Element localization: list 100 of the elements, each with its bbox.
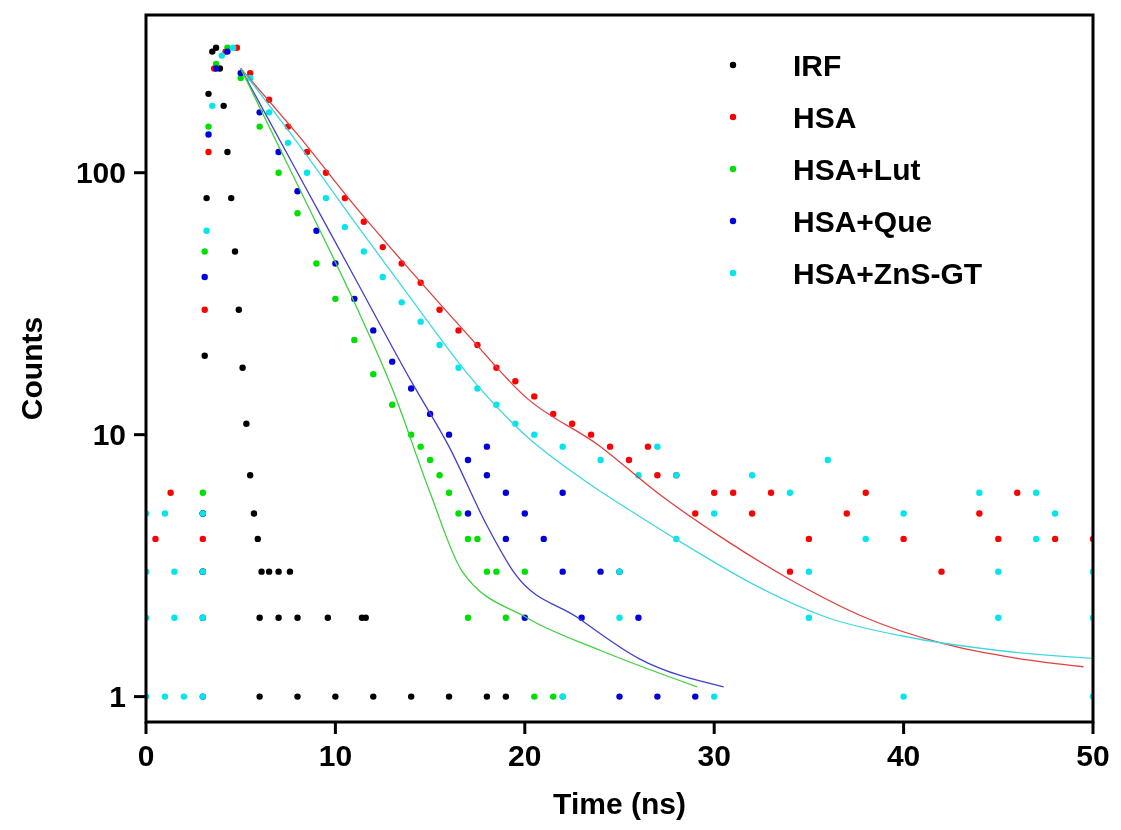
point <box>1051 535 1059 543</box>
point <box>464 614 472 621</box>
point <box>654 693 661 700</box>
point <box>550 410 557 418</box>
point <box>464 510 472 517</box>
y-tick-label: 100 <box>75 156 126 190</box>
point <box>616 693 623 700</box>
point <box>205 131 212 138</box>
point <box>455 510 462 517</box>
point <box>597 568 604 575</box>
y-tick-label: 10 <box>92 418 126 452</box>
point <box>786 568 794 575</box>
point <box>843 510 850 517</box>
legend-label: HSA+Lut <box>793 152 921 186</box>
point <box>224 148 231 156</box>
point <box>445 489 453 496</box>
point <box>294 188 301 195</box>
point <box>256 123 263 130</box>
point <box>201 273 208 281</box>
point <box>767 489 775 496</box>
point <box>729 489 737 496</box>
point <box>502 693 510 700</box>
point <box>900 535 907 543</box>
point <box>540 535 547 543</box>
point <box>644 443 652 450</box>
point <box>286 568 294 575</box>
point <box>231 248 239 255</box>
point <box>243 420 250 428</box>
point <box>407 693 415 700</box>
point <box>976 510 983 517</box>
point <box>239 364 246 371</box>
point <box>313 227 320 235</box>
point <box>559 489 566 496</box>
point <box>256 614 263 621</box>
point <box>407 385 415 392</box>
y-axis-title: Counts <box>15 316 48 421</box>
point <box>417 443 424 450</box>
point <box>436 472 443 479</box>
point <box>389 401 396 409</box>
point <box>531 393 538 400</box>
point <box>805 535 813 543</box>
point <box>254 535 261 543</box>
point <box>205 148 212 156</box>
point <box>370 327 377 334</box>
point <box>379 243 386 251</box>
point <box>938 568 945 575</box>
point <box>436 306 443 313</box>
point <box>313 260 320 267</box>
point <box>635 614 642 621</box>
point <box>654 472 661 479</box>
point <box>250 510 258 517</box>
y-tick-label: 1 <box>109 680 126 714</box>
point <box>748 510 756 517</box>
point <box>275 614 282 621</box>
point <box>1014 489 1021 496</box>
point <box>483 472 491 479</box>
legend-label: HSA+Que <box>793 204 933 238</box>
x-tick-label: 50 <box>1076 739 1110 772</box>
point <box>625 456 633 464</box>
point <box>324 614 332 621</box>
point <box>246 472 254 479</box>
point <box>483 693 491 700</box>
point <box>199 489 207 496</box>
point <box>521 568 528 575</box>
x-tick-label: 10 <box>318 739 353 772</box>
x-tick-label: 0 <box>137 739 155 772</box>
point <box>265 568 273 575</box>
point <box>275 568 282 575</box>
point <box>332 693 339 700</box>
point <box>426 456 434 464</box>
point <box>205 90 212 98</box>
point <box>212 44 220 51</box>
point <box>351 336 358 344</box>
point <box>502 614 510 621</box>
point <box>512 377 519 385</box>
point <box>235 306 243 313</box>
point <box>294 614 301 621</box>
point <box>362 614 369 621</box>
x-tick-label: 40 <box>886 739 921 772</box>
point <box>692 510 699 517</box>
legend-label: HSA <box>793 100 857 134</box>
point <box>199 535 207 543</box>
point <box>995 535 1002 543</box>
point <box>167 489 174 496</box>
point <box>464 535 472 543</box>
point <box>474 535 481 543</box>
x-tick-label: 20 <box>508 739 542 772</box>
legend-label: HSA+ZnS-GT <box>793 256 983 290</box>
point <box>201 352 208 360</box>
point <box>389 358 396 365</box>
point <box>445 431 453 438</box>
point <box>692 693 699 700</box>
point <box>246 69 254 77</box>
point <box>203 194 210 202</box>
point <box>559 568 566 575</box>
point <box>220 102 227 110</box>
point <box>455 327 462 334</box>
point <box>711 489 718 496</box>
point <box>445 693 453 700</box>
point <box>483 568 491 575</box>
